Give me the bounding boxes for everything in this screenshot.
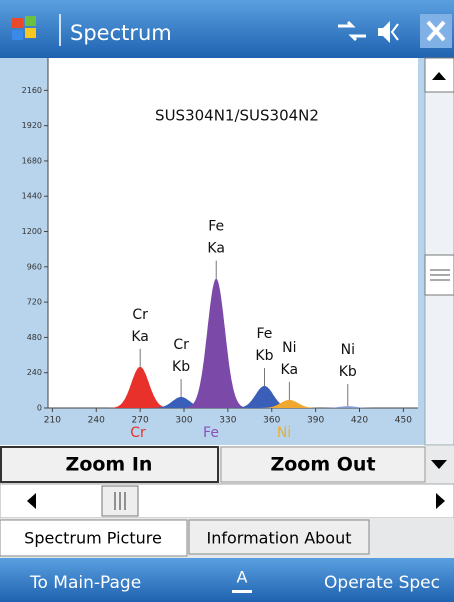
- window-title: Spectrum: [70, 21, 172, 45]
- dropdown-arrow[interactable]: [431, 460, 447, 469]
- x-tick-label: 360: [263, 416, 280, 426]
- x-tick-label: 210: [44, 416, 61, 426]
- x-tick-label: 420: [351, 416, 368, 426]
- zoom-out-button[interactable]: [220, 446, 426, 483]
- x-tick-label: 390: [307, 416, 324, 426]
- tab[interactable]: [188, 519, 370, 555]
- x-tick-label: 300: [175, 416, 192, 426]
- peak: [312, 406, 383, 408]
- v-scrollbar[interactable]: [424, 57, 454, 446]
- x-tick-label: 330: [219, 416, 236, 426]
- y-tick-label: 2160: [22, 86, 42, 95]
- soft-key-right[interactable]: Operate Spec: [324, 573, 440, 593]
- keyboard-button[interactable]: A: [237, 568, 248, 587]
- peak-element: Ni: [341, 342, 355, 358]
- button-label[interactable]: Zoom In: [66, 454, 153, 476]
- peak: [254, 399, 325, 408]
- soft-key-left[interactable]: To Main-Page: [29, 573, 141, 593]
- tab-label[interactable]: Information About: [206, 529, 351, 548]
- y-tick-label: 0: [37, 404, 42, 413]
- h-scrollbar[interactable]: [0, 483, 454, 519]
- y-tick-label: 1920: [22, 121, 42, 130]
- chart-title: SUS304N1/SUS304N2: [155, 107, 319, 125]
- peak-element: Fe: [256, 326, 272, 342]
- menu-bar: [0, 558, 454, 602]
- y-tick-label: 960: [27, 262, 42, 271]
- element-label: Fe: [203, 425, 219, 441]
- peak-line: Kb: [339, 364, 357, 380]
- tab[interactable]: [0, 519, 188, 557]
- tab-label[interactable]: Spectrum Picture: [24, 529, 162, 548]
- peak: [181, 278, 252, 408]
- y-tick-label: 1440: [22, 192, 42, 201]
- chart: 0 240 480 720 960 1200 1440 1680 1920 2160 210 240 2…: [22, 58, 418, 441]
- button-label[interactable]: Zoom Out: [270, 454, 375, 476]
- x-tick-label: 270: [132, 416, 149, 426]
- start-logo[interactable]: [12, 16, 36, 40]
- peak-element: Ni: [282, 340, 296, 356]
- peak-line: Kb: [255, 348, 273, 364]
- peak-line: Ka: [207, 241, 225, 257]
- peak: [105, 366, 176, 408]
- y-tick-label: 480: [27, 333, 42, 342]
- element-label: Cr: [130, 425, 146, 441]
- peak-element: Cr: [132, 307, 148, 323]
- peak-line: Ka: [131, 329, 149, 345]
- y-tick-label: 1680: [22, 156, 42, 165]
- peak: [146, 397, 217, 408]
- peak-line: Ka: [281, 362, 299, 378]
- x-tick-label: 240: [88, 416, 105, 426]
- peak-element: Cr: [173, 337, 189, 353]
- element-label: Ni: [277, 425, 291, 441]
- peak-line: Kb: [172, 359, 190, 375]
- status-icons: [338, 20, 399, 43]
- y-tick-label: 1200: [22, 227, 42, 236]
- peak-element: Fe: [208, 219, 224, 235]
- x-tick-label: 450: [395, 416, 412, 426]
- plot-area: [48, 58, 418, 408]
- y-tick-label: 720: [27, 298, 42, 307]
- zoom-in-button[interactable]: [0, 446, 219, 483]
- y-tick-label: 240: [27, 368, 42, 377]
- peak: [229, 385, 300, 408]
